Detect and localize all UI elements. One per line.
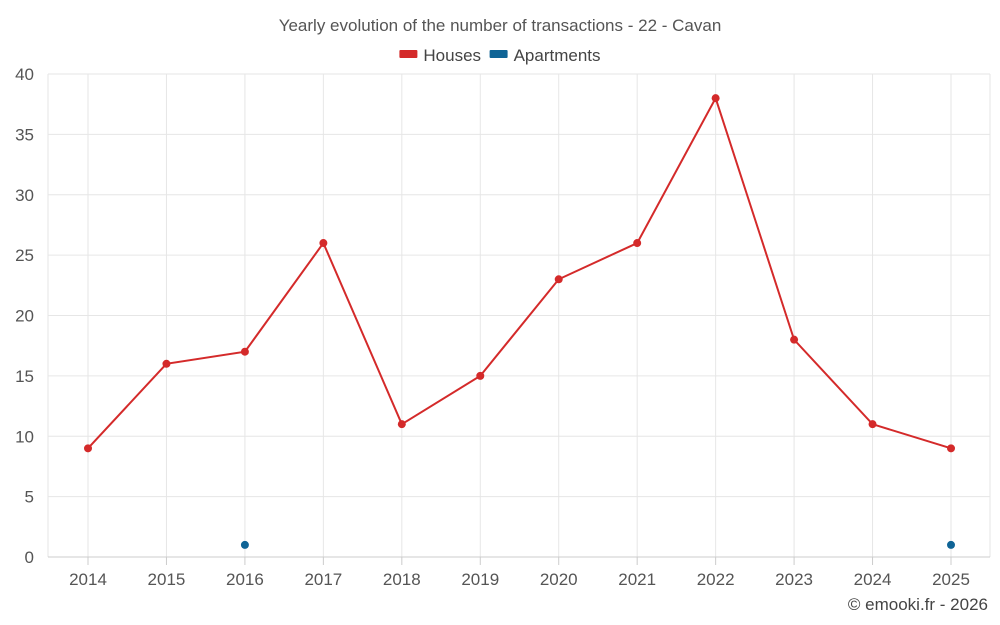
chart-title: Yearly evolution of the number of transa… xyxy=(279,16,722,35)
x-tick-label: 2022 xyxy=(697,570,735,589)
series-layer xyxy=(84,94,955,549)
legend-item-apartments[interactable]: Apartments xyxy=(489,46,601,65)
legend-label: Apartments xyxy=(514,46,601,65)
x-tick-label: 2014 xyxy=(69,570,107,589)
x-gridlines xyxy=(47,74,991,557)
data-point-houses[interactable] xyxy=(84,444,92,453)
x-tick-label: 2019 xyxy=(461,570,499,589)
data-point-houses[interactable] xyxy=(319,239,328,248)
x-tick-label: 2024 xyxy=(854,570,892,589)
legend-swatch xyxy=(489,50,508,58)
x-axis-ticks: 2014 2015 2016 2017 2018 2019 2020 2021 2022 2023… xyxy=(69,557,970,589)
data-point-apartments[interactable] xyxy=(240,540,249,549)
x-tick-label: 2018 xyxy=(383,570,421,589)
data-point-apartments[interactable] xyxy=(947,540,955,549)
data-point-houses[interactable] xyxy=(711,94,720,103)
y-tick-label: 40 xyxy=(15,65,34,84)
y-tick-label: 0 xyxy=(25,548,34,567)
x-tick-label: 2016 xyxy=(226,570,264,589)
series-apartments xyxy=(240,540,955,549)
legend: Houses Apartments xyxy=(399,46,601,65)
y-tick-label: 15 xyxy=(15,367,34,386)
y-tick-label: 5 xyxy=(25,488,34,507)
series-line-houses xyxy=(87,95,952,450)
x-tick-label: 2025 xyxy=(932,570,970,589)
data-point-houses[interactable] xyxy=(947,444,955,453)
y-tick-label: 25 xyxy=(15,246,34,265)
y-tick-label: 10 xyxy=(15,427,34,446)
legend-swatch xyxy=(399,50,418,58)
y-tick-label: 35 xyxy=(15,125,34,144)
series-houses xyxy=(84,94,955,453)
data-point-houses[interactable] xyxy=(240,347,249,356)
y-axis-ticks: 0 5 10 15 20 25 30 35 40 xyxy=(15,65,34,567)
x-tick-label: 2020 xyxy=(540,570,578,589)
x-tick-label: 2017 xyxy=(304,570,342,589)
legend-item-houses[interactable]: Houses xyxy=(399,46,481,65)
data-point-houses[interactable] xyxy=(476,371,485,380)
x-tick-label: 2015 xyxy=(148,570,186,589)
credit-text: © emooki.fr - 2026 xyxy=(848,595,988,614)
data-point-houses[interactable] xyxy=(868,420,877,429)
data-point-houses[interactable] xyxy=(162,359,171,368)
y-tick-label: 20 xyxy=(15,307,34,326)
data-point-houses[interactable] xyxy=(554,275,563,284)
data-point-houses[interactable] xyxy=(633,239,642,248)
legend-label: Houses xyxy=(423,46,481,65)
data-point-houses[interactable] xyxy=(397,420,406,429)
y-gridlines xyxy=(48,73,990,498)
y-tick-label: 30 xyxy=(15,186,34,205)
data-point-houses[interactable] xyxy=(790,335,799,344)
x-tick-label: 2021 xyxy=(618,570,656,589)
x-tick-label: 2023 xyxy=(775,570,813,589)
